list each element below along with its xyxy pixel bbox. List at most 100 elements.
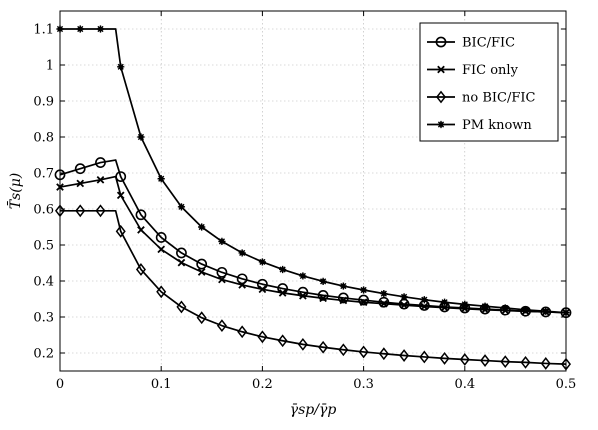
data-point	[542, 307, 550, 315]
legend-label: BIC/FIC	[462, 36, 515, 51]
data-point	[258, 258, 266, 266]
data-point	[177, 258, 186, 267]
data-point	[399, 349, 410, 362]
data-point	[461, 300, 469, 308]
x-tick-label: 0.1	[151, 377, 172, 392]
x-tick-label: 0.3	[353, 377, 374, 392]
data-point	[74, 163, 86, 175]
data-point	[96, 25, 105, 33]
legend-marker	[437, 65, 445, 74]
data-point	[216, 319, 227, 333]
data-point	[378, 347, 389, 361]
data-point	[95, 157, 106, 168]
data-point	[440, 303, 449, 312]
legend-entries: BIC/FIC FIC only no BIC/FIC PM known	[427, 36, 536, 133]
data-point	[339, 296, 348, 305]
data-point	[359, 298, 368, 307]
data-point	[236, 273, 248, 285]
legend-label: FIC only	[462, 63, 519, 78]
data-point	[378, 296, 390, 308]
data-point	[279, 265, 287, 274]
data-point	[76, 25, 84, 33]
data-point	[420, 302, 429, 311]
data-point	[419, 350, 430, 364]
data-point	[380, 290, 388, 298]
y-tick-label: 0.3	[33, 311, 54, 326]
y-tick-label: 0.9	[33, 95, 54, 110]
x-tick-label: 0.5	[556, 377, 577, 392]
legend: BIC/FIC FIC only no BIC/FIC PM known	[419, 22, 559, 142]
data-point	[176, 247, 187, 259]
x-tick-label: 0	[56, 377, 64, 392]
x-tick-label: 0.4	[454, 377, 475, 392]
data-point	[137, 133, 145, 141]
data-point	[500, 355, 511, 369]
data-point	[156, 285, 167, 299]
data-point	[319, 294, 327, 303]
y-tick-label: 0.8	[33, 131, 54, 146]
data-point	[157, 245, 166, 254]
data-point	[115, 224, 126, 238]
y-tick-label: 1.1	[33, 23, 54, 38]
data-point	[317, 289, 329, 301]
data-point	[339, 282, 347, 290]
data-point	[76, 179, 85, 188]
data-point	[238, 281, 246, 289]
legend-label: PM known	[462, 118, 532, 133]
data-point	[319, 277, 327, 285]
y-tick-label: 0.7	[33, 167, 54, 182]
series-line-bic-fic	[59, 159, 567, 314]
legend-marker	[435, 36, 447, 48]
data-point	[521, 306, 530, 314]
data-point	[135, 209, 147, 221]
data-point	[198, 223, 206, 231]
data-point	[540, 357, 551, 370]
y-tick-label: 0.2	[33, 347, 54, 362]
data-point	[299, 291, 307, 300]
data-point	[481, 302, 489, 310]
series-markers	[54, 25, 572, 371]
data-point	[540, 306, 552, 318]
data-point	[176, 300, 187, 314]
data-point	[117, 63, 125, 71]
data-point	[337, 292, 349, 304]
data-point	[440, 298, 449, 306]
data-point	[520, 355, 531, 369]
x-tick-label: 0.2	[252, 377, 273, 392]
data-point	[318, 340, 329, 354]
y-axis-label: T̄s(μ)	[6, 173, 24, 210]
series-line-no-bic-fic	[60, 209, 567, 366]
data-point	[257, 330, 268, 344]
data-point	[358, 294, 369, 306]
data-point	[338, 343, 349, 357]
data-point	[75, 204, 86, 218]
data-point	[95, 204, 106, 218]
data-point	[135, 263, 146, 276]
y-tick-label: 0.4	[33, 275, 54, 290]
legend-marker	[437, 120, 445, 129]
data-point	[196, 258, 208, 270]
data-point	[358, 345, 369, 359]
y-tick-label: 0.6	[33, 203, 54, 218]
data-point	[400, 301, 408, 309]
data-point	[216, 266, 228, 278]
data-point	[299, 272, 307, 280]
data-point	[157, 175, 165, 183]
y-tick-label: 1	[46, 59, 54, 74]
data-point	[258, 285, 267, 294]
data-point	[197, 268, 206, 276]
data-point	[115, 171, 127, 182]
data-point	[360, 286, 368, 294]
series-line-fic-only	[59, 175, 567, 314]
y-tick-label: 0.5	[33, 239, 54, 254]
data-point	[501, 304, 509, 312]
data-point	[237, 325, 248, 339]
data-point	[277, 334, 288, 348]
data-point	[218, 275, 226, 284]
data-point	[439, 351, 450, 365]
data-point	[297, 337, 308, 351]
data-point	[380, 299, 388, 308]
data-point	[459, 353, 470, 366]
legend-marker	[435, 90, 447, 104]
